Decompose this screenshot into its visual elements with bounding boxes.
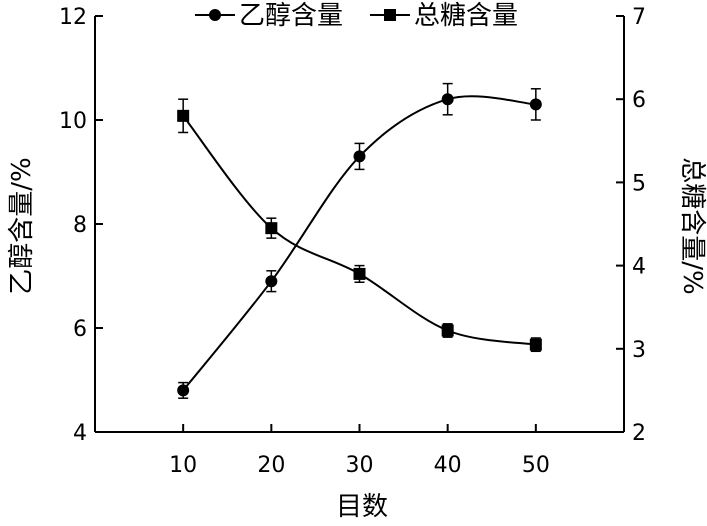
series-line — [182, 95, 536, 392]
x-tick-label: 10 — [169, 453, 197, 478]
left-y-tick-label: 6 — [73, 317, 87, 342]
data-point — [529, 98, 542, 111]
series-ethanol — [177, 82, 542, 399]
left-y-tick-label: 12 — [59, 5, 87, 30]
x-tick-label: 20 — [257, 453, 285, 478]
right-y-tick-label: 4 — [632, 255, 646, 280]
legend-marker — [209, 9, 221, 21]
data-point — [441, 324, 454, 337]
right-y-tick-label: 2 — [632, 421, 646, 446]
legend-item: 乙醇含量 — [195, 1, 343, 31]
right-y-axis-title: 总糖含量/% — [677, 157, 707, 294]
legend: 乙醇含量 总糖含量 — [195, 1, 518, 31]
data-point — [265, 275, 278, 288]
data-point — [441, 93, 454, 106]
left-y-tick-label: 8 — [73, 213, 87, 238]
right-y-tick-label: 6 — [632, 88, 646, 113]
legend-item: 总糖含量 — [370, 1, 518, 31]
data-point — [265, 222, 278, 235]
right-y-tick-label: 3 — [632, 338, 646, 363]
legend-label: 乙醇含量 — [239, 1, 343, 31]
data-point — [529, 338, 542, 351]
left-y-axis-title: 乙醇含量/% — [7, 157, 37, 294]
legend-marker — [384, 9, 396, 21]
right-y-tick-label: 5 — [632, 171, 646, 196]
data-point — [177, 384, 190, 397]
axes: 4 6 8 10 12 2 3 4 5 6 7 10 20 30 40 50 — [59, 5, 646, 478]
series-total-sugar — [177, 98, 542, 353]
left-y-tick-label: 4 — [73, 421, 87, 446]
series-layer — [177, 82, 542, 399]
x-tick-label: 50 — [522, 453, 550, 478]
data-point — [353, 267, 366, 280]
x-axis-title: 目数 — [336, 492, 388, 522]
x-tick-label: 40 — [434, 453, 462, 478]
x-tick-label: 30 — [346, 453, 374, 478]
data-point — [177, 109, 190, 122]
right-y-tick-label: 7 — [632, 5, 646, 30]
legend-label: 总糖含量 — [414, 1, 518, 31]
left-y-tick-label: 10 — [59, 109, 87, 134]
data-point — [353, 150, 366, 163]
